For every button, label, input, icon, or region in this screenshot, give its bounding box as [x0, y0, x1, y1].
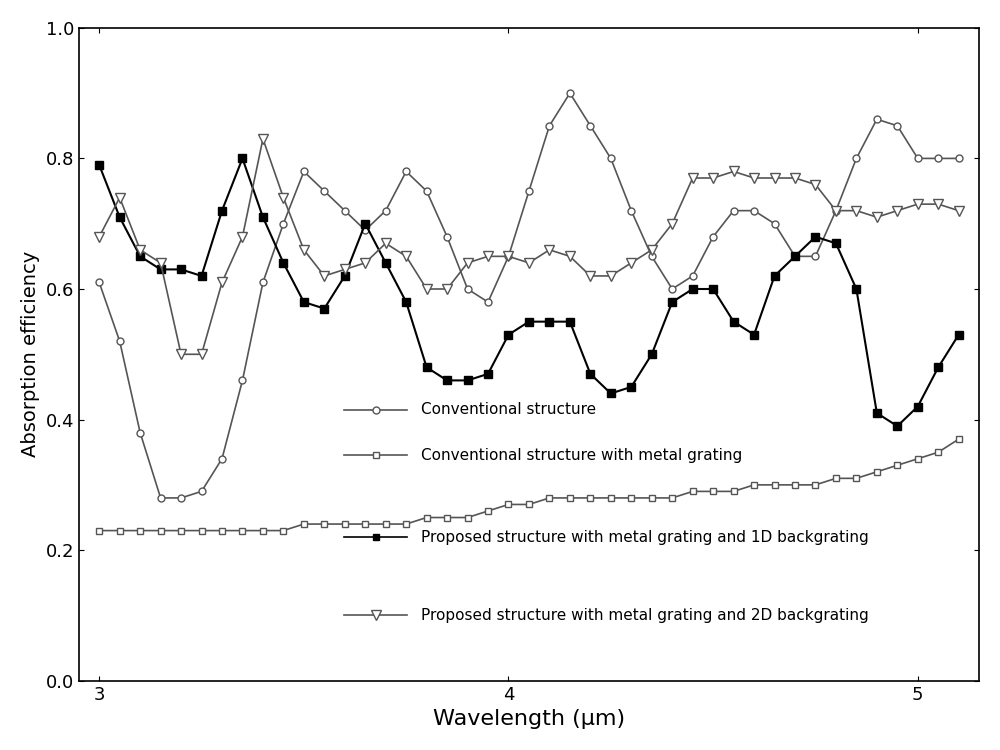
Text: Conventional structure: Conventional structure [421, 402, 596, 417]
Text: Conventional structure with metal grating: Conventional structure with metal gratin… [421, 448, 742, 463]
Text: Proposed structure with metal grating and 1D backgrating: Proposed structure with metal grating an… [421, 530, 869, 544]
X-axis label: Wavelength (μm): Wavelength (μm) [433, 710, 625, 729]
Y-axis label: Absorption efficiency: Absorption efficiency [21, 251, 40, 458]
Text: Proposed structure with metal grating and 2D backgrating: Proposed structure with metal grating an… [421, 608, 869, 623]
